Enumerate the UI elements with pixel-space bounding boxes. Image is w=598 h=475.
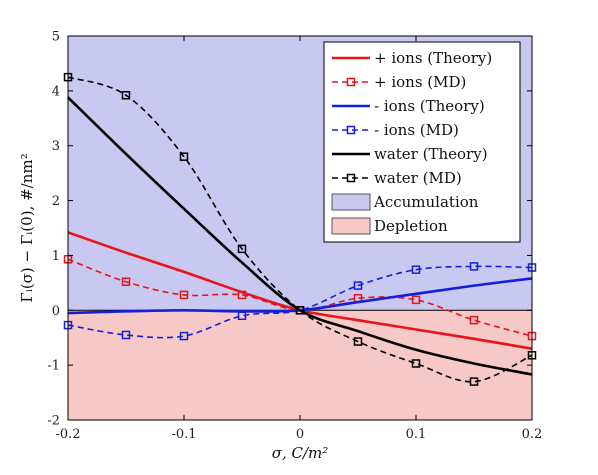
series-layer (63, 72, 537, 386)
data-point (353, 337, 363, 346)
y-tick-label: 3 (52, 139, 60, 154)
data-point (469, 377, 479, 386)
data-point (179, 152, 189, 161)
series-line (67, 96, 533, 376)
legend-item: - ions (MD) (332, 121, 459, 139)
legend-label: Depletion (374, 217, 448, 235)
legend-swatch-marker (346, 125, 356, 135)
data-point (237, 290, 247, 300)
data-point (179, 331, 189, 341)
series-water-theory (67, 96, 533, 376)
data-point (469, 315, 479, 325)
y-tick-label: -1 (47, 359, 60, 374)
legend-swatch-marker (346, 173, 356, 183)
series-line (67, 76, 533, 383)
legend-label: + ions (MD) (374, 73, 466, 91)
y-tick-label: 0 (52, 304, 60, 319)
data-point (179, 290, 189, 300)
region-depletion (68, 310, 532, 420)
x-tick-label: 0.1 (406, 427, 427, 442)
x-axis-label: σ, C/m² (272, 444, 329, 462)
data-point (121, 330, 131, 340)
data-point (411, 359, 421, 368)
y-tick-label: 5 (52, 30, 60, 45)
legend-label: + ions (Theory) (374, 49, 492, 67)
legend-item: + ions (Theory) (332, 49, 492, 67)
legend-swatch-marker (346, 77, 356, 87)
data-point (411, 295, 421, 305)
series-line (67, 265, 533, 339)
data-point (411, 265, 421, 274)
legend-label: water (Theory) (374, 145, 488, 163)
legend-item: water (Theory) (332, 145, 488, 163)
data-point (295, 306, 305, 315)
y-tick-label: 1 (52, 249, 60, 264)
legend-label: - ions (Theory) (374, 97, 485, 115)
y-axis-label: Γᵢ(σ) − Γᵢ(0), #/nm² (18, 153, 36, 302)
legend-label: water (MD) (374, 169, 462, 187)
y-tick-label: 4 (52, 84, 60, 99)
legend-item: Depletion (331, 217, 448, 235)
x-tick-label: -0.2 (55, 427, 80, 442)
x-tick-label: -0.1 (171, 427, 196, 442)
ticks-layer: -0.2 -0.1 0 0.1 0.2 -2 -1 0 1 2 3 4 5 (47, 30, 542, 443)
data-point (121, 90, 131, 100)
y-tick-label: -2 (47, 414, 60, 429)
legend-item: + ions (MD) (332, 73, 466, 91)
x-tick-label: 0.2 (522, 427, 543, 442)
legend-item: Accumulation (331, 193, 479, 211)
legend-swatch-patch (331, 217, 371, 235)
legend-swatch-patch (331, 193, 371, 211)
legend-box (323, 41, 521, 243)
legend-label: - ions (MD) (374, 121, 459, 139)
data-point (469, 262, 479, 271)
y-tick-label: 2 (52, 194, 60, 209)
legend-item: - ions (Theory) (332, 97, 485, 115)
data-point (237, 244, 247, 254)
legend-item: water (MD) (332, 169, 462, 187)
data-point (121, 277, 131, 287)
data-point (237, 311, 247, 321)
data-point (353, 281, 363, 290)
legend-label: Accumulation (373, 193, 479, 211)
legend: + ions (Theory) + ions (MD) - ions (Theory… (323, 41, 521, 243)
x-tick-label: 0 (296, 427, 304, 442)
